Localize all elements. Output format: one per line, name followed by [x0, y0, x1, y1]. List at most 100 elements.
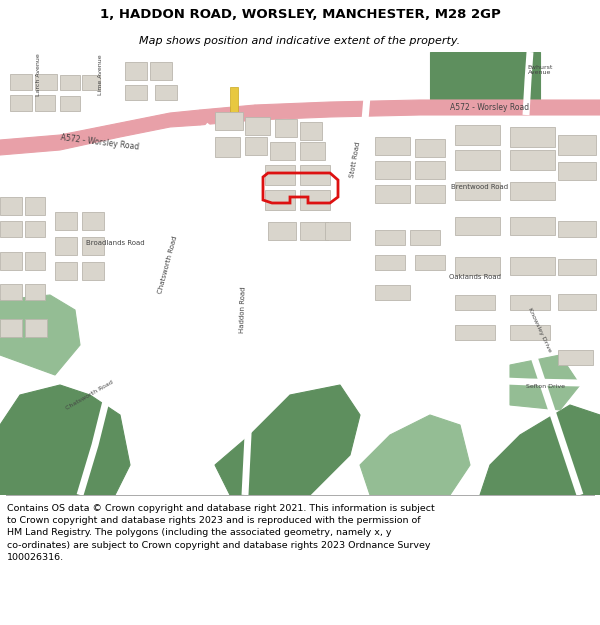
Bar	[0, 284, 22, 300]
Polygon shape	[0, 110, 200, 155]
Bar	[455, 217, 500, 235]
Polygon shape	[0, 385, 130, 495]
Text: Oaklands Road: Oaklands Road	[449, 274, 501, 280]
Bar	[510, 325, 550, 340]
Text: Chatsworth Road: Chatsworth Road	[157, 236, 179, 294]
Bar	[82, 237, 104, 255]
Bar	[415, 185, 445, 203]
Bar	[55, 262, 77, 280]
Bar	[25, 252, 45, 270]
Text: Stott Road: Stott Road	[349, 142, 361, 178]
Bar	[510, 150, 555, 170]
Bar	[375, 255, 405, 270]
Bar	[265, 190, 295, 210]
Bar	[375, 285, 410, 300]
Bar	[510, 127, 555, 147]
Bar	[55, 237, 77, 255]
Text: Sefton Drive: Sefton Drive	[526, 384, 565, 389]
Polygon shape	[510, 355, 580, 410]
Bar	[415, 139, 445, 157]
Text: Larch Avenue: Larch Avenue	[35, 54, 41, 96]
Bar	[25, 197, 45, 215]
Polygon shape	[360, 415, 470, 495]
Bar	[455, 125, 500, 145]
Polygon shape	[255, 100, 600, 120]
Bar	[25, 319, 47, 337]
Bar	[125, 85, 147, 100]
Bar	[510, 257, 555, 275]
Polygon shape	[430, 52, 540, 100]
Text: Broadlands Road: Broadlands Road	[86, 240, 145, 246]
Bar	[35, 74, 57, 90]
Polygon shape	[230, 87, 238, 112]
Bar	[0, 197, 22, 215]
Bar	[275, 119, 297, 137]
Bar	[125, 62, 147, 80]
Bar	[0, 221, 22, 237]
Bar	[270, 142, 295, 160]
Bar	[558, 350, 593, 365]
Bar	[510, 182, 555, 200]
Bar	[300, 165, 330, 185]
Bar	[25, 284, 45, 300]
Bar	[55, 212, 77, 230]
Bar	[558, 294, 596, 310]
Bar	[82, 212, 104, 230]
Text: Ewhurst
Avenue: Ewhurst Avenue	[527, 64, 553, 76]
Bar	[215, 137, 240, 157]
Bar	[558, 135, 596, 155]
Bar	[25, 221, 45, 237]
Text: Knowsley Drive: Knowsley Drive	[527, 307, 553, 353]
Bar	[215, 112, 243, 130]
Bar	[510, 295, 550, 310]
Bar	[455, 295, 495, 310]
Bar	[558, 162, 596, 180]
Text: Lime Avenue: Lime Avenue	[97, 54, 103, 95]
Bar	[82, 262, 104, 280]
Bar	[155, 85, 177, 100]
Bar	[375, 137, 410, 155]
Bar	[10, 95, 32, 111]
Bar	[455, 182, 500, 200]
Polygon shape	[0, 295, 80, 375]
Polygon shape	[200, 105, 255, 125]
Polygon shape	[215, 385, 360, 495]
Text: Chatsworth Road: Chatsworth Road	[65, 379, 115, 411]
Text: 1, HADDON ROAD, WORSLEY, MANCHESTER, M28 2GP: 1, HADDON ROAD, WORSLEY, MANCHESTER, M28…	[100, 8, 500, 21]
Text: Contains OS data © Crown copyright and database right 2021. This information is : Contains OS data © Crown copyright and d…	[7, 504, 435, 562]
Bar	[510, 217, 555, 235]
Text: A572 - Worsley Road: A572 - Worsley Road	[451, 102, 530, 111]
Bar	[375, 185, 410, 203]
Text: Brentwood Road: Brentwood Road	[451, 184, 509, 190]
Bar	[415, 161, 445, 179]
Bar	[375, 161, 410, 179]
Text: Map shows position and indicative extent of the property.: Map shows position and indicative extent…	[139, 36, 461, 46]
Bar	[60, 75, 80, 90]
Bar	[35, 95, 55, 111]
Bar	[300, 142, 325, 160]
Bar	[268, 222, 296, 240]
Bar	[10, 74, 32, 90]
Bar	[245, 117, 270, 135]
Bar	[300, 222, 328, 240]
Text: A572 - Worsley Road: A572 - Worsley Road	[60, 132, 140, 151]
Bar	[558, 221, 596, 237]
Bar	[300, 122, 322, 140]
Bar	[558, 259, 596, 275]
Bar	[150, 62, 172, 80]
Bar	[245, 137, 267, 155]
Bar	[410, 230, 440, 245]
Bar	[0, 319, 22, 337]
Bar	[455, 257, 500, 275]
Bar	[325, 222, 350, 240]
Bar	[455, 150, 500, 170]
Bar	[265, 165, 295, 185]
Bar	[415, 255, 445, 270]
Bar	[82, 75, 100, 90]
Bar	[455, 325, 495, 340]
Bar	[0, 252, 22, 270]
Bar	[375, 230, 405, 245]
Text: Haddon Road: Haddon Road	[239, 287, 247, 333]
Bar	[300, 190, 330, 210]
Bar	[60, 96, 80, 111]
